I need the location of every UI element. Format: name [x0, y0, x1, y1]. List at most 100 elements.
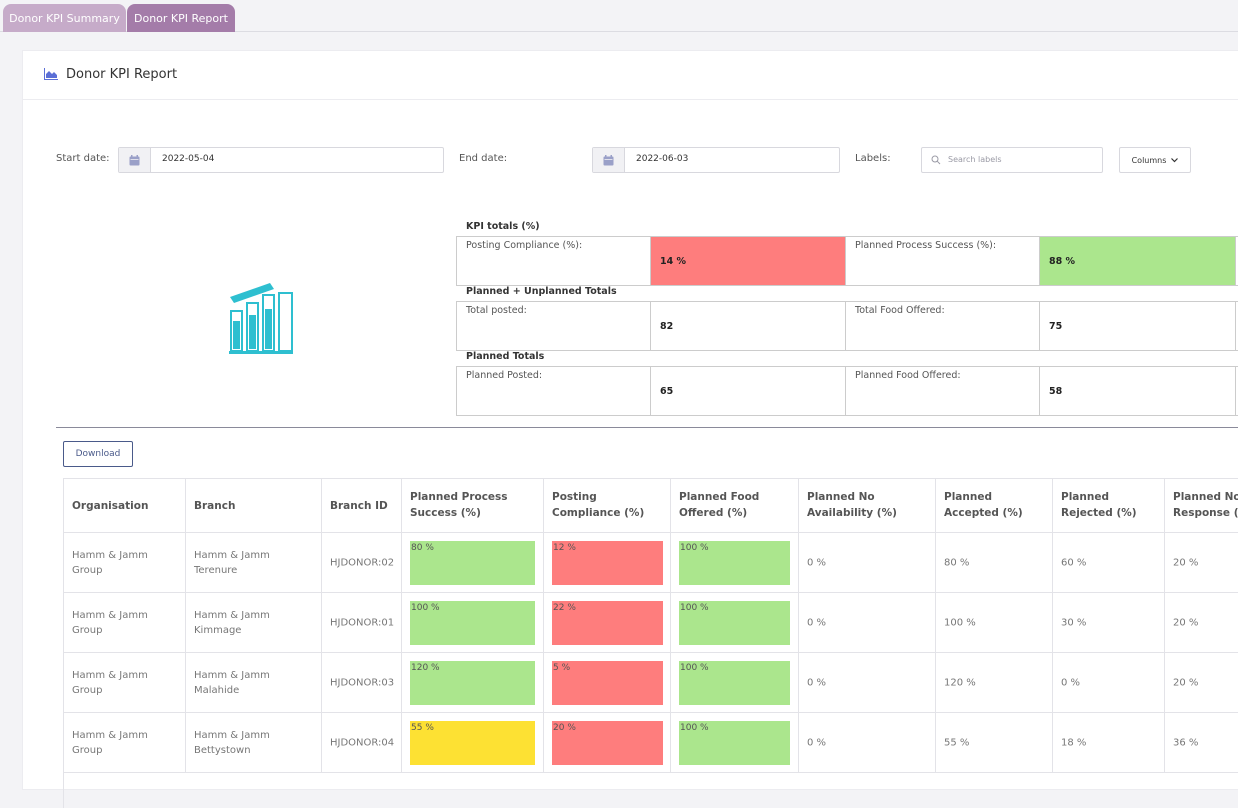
total-food-offered-value: 75	[1040, 302, 1236, 350]
table-cell-text: Hamm & Jamm Group	[72, 729, 148, 756]
start-date-value: 2022-05-04	[162, 154, 215, 164]
table-cell-text: Hamm & Jamm Group	[72, 609, 148, 636]
table-cell-planned-no-availability: 0 %	[799, 533, 936, 593]
column-header-planned-no-response[interactable]: Planned No Response (%)	[1165, 479, 1238, 533]
table-cell-planned-food-offered: 100 %	[671, 653, 799, 713]
kpi-color-box: 100 %	[679, 721, 790, 765]
start-date-field[interactable]: 2022-05-04	[118, 147, 444, 173]
column-header-planned-food-offered[interactable]: Planned Food Offered (%)	[671, 479, 799, 533]
planned-totals-title: Planned Totals	[466, 351, 545, 362]
end-date-label: End date:	[459, 153, 508, 164]
table-cell-organisation: Hamm & Jamm Group	[64, 713, 186, 773]
table-cell-organisation: Hamm & Jamm Group	[64, 533, 186, 593]
planned-process-success-label: Planned Process Success (%):	[846, 237, 1040, 285]
column-header-branch-id[interactable]: Branch ID	[322, 479, 402, 533]
chevron-down-icon	[1171, 157, 1179, 162]
column-header-branch[interactable]: Branch	[186, 479, 322, 533]
table-cell-text: 30 %	[1061, 617, 1087, 628]
table-cell-text: Hamm & Jamm Kimmage	[194, 609, 270, 636]
calendar-icon[interactable]	[593, 148, 625, 172]
tab-donor-kpi-report[interactable]: Donor KPI Report	[127, 4, 235, 32]
column-header-posting-compliance[interactable]: Posting Compliance (%)	[544, 479, 671, 533]
kpi-color-box: 55 %	[410, 721, 535, 765]
planned-posted-label: Planned Posted:	[457, 367, 651, 415]
planned-posted-value: 65	[651, 367, 846, 415]
table-cell-branch: Hamm & Jamm Malahide	[186, 653, 322, 713]
table-cell-planned-process-success: 100 %	[402, 593, 544, 653]
posting-compliance-value: 14 %	[651, 237, 846, 285]
table-cell-text: HJDONOR:03	[330, 677, 395, 688]
total-posted-label: Total posted:	[457, 302, 651, 350]
search-icon	[931, 155, 941, 165]
kpi-color-box: 100 %	[679, 601, 790, 645]
area-chart-icon	[44, 68, 58, 80]
table-cell-text: 0 %	[1061, 677, 1081, 688]
labels-label: Labels:	[855, 153, 891, 164]
table-cell-branch-id: HJDONOR:03	[322, 653, 402, 713]
table-cell-text: HJDONOR:01	[330, 617, 395, 628]
table-cell-planned-process-success: 55 %	[402, 713, 544, 773]
column-header-planned-rejected[interactable]: Planned Rejected (%)	[1053, 479, 1165, 533]
columns-dropdown-button[interactable]: Columns	[1119, 147, 1191, 173]
columns-label: Columns	[1131, 155, 1167, 165]
planned-process-success-value: 88 %	[1040, 237, 1236, 285]
page-title: Donor KPI Report	[66, 67, 178, 82]
table-cell-planned-no-response: 20 %	[1165, 653, 1238, 713]
table-cell-text: Hamm & Jamm Malahide	[194, 669, 270, 696]
table-cell-posting-compliance: 12 %	[544, 533, 671, 593]
table-cell-text: 0 %	[807, 677, 827, 688]
end-date-field[interactable]: 2022-06-03	[592, 147, 840, 173]
table-cell-planned-accepted: 100 %	[936, 593, 1053, 653]
kpi-data-table: Organisation Branch Branch ID Planned Proce…	[63, 478, 1238, 808]
table-cell-text: 100 %	[944, 617, 976, 628]
table-cell-text: 0 %	[807, 557, 827, 568]
table-cell-posting-compliance: 20 %	[544, 713, 671, 773]
table-cell-text: Hamm & Jamm Group	[72, 549, 148, 576]
total-food-offered-label: Total Food Offered:	[846, 302, 1040, 350]
kpi-color-box: 100 %	[679, 541, 790, 585]
kpi-color-box: 120 %	[410, 661, 535, 705]
search-labels-input[interactable]: Search labels	[921, 147, 1103, 173]
table-cell-planned-accepted: 80 %	[936, 533, 1053, 593]
kpi-totals-table: Posting Compliance (%): 14 % Planned Pro…	[456, 236, 1238, 286]
table-cell-planned-food-offered: 100 %	[671, 593, 799, 653]
column-header-planned-process-success[interactable]: Planned Process Success (%)	[402, 479, 544, 533]
table-cell-text: 36 %	[1173, 737, 1199, 748]
table-cell-text: 20 %	[1173, 557, 1199, 568]
table-cell-text: 20 %	[1173, 617, 1199, 628]
table-cell-planned-no-response: 20 %	[1165, 533, 1238, 593]
column-header-planned-no-availability[interactable]: Planned No Availability (%)	[799, 479, 936, 533]
table-cell-planned-rejected: 0 %	[1053, 653, 1165, 713]
column-header-organisation[interactable]: Organisation	[64, 479, 186, 533]
table-cell-planned-no-availability: 0 %	[799, 713, 936, 773]
kpi-color-box: 80 %	[410, 541, 535, 585]
kpi-color-box: 22 %	[552, 601, 663, 645]
table-cell-text: HJDONOR:04	[330, 737, 395, 748]
end-date-value: 2022-06-03	[636, 154, 689, 164]
planned-unplanned-totals-title: Planned + Unplanned Totals	[466, 286, 617, 297]
table-cell-text: HJDONOR:02	[330, 557, 395, 568]
table-cell-organisation: Hamm & Jamm Group	[64, 593, 186, 653]
table-cell-planned-process-success: 120 %	[402, 653, 544, 713]
table-cell-branch: Hamm & Jamm Kimmage	[186, 593, 322, 653]
table-cell-planned-food-offered: 100 %	[671, 713, 799, 773]
section-divider	[56, 427, 1238, 428]
table-cell-planned-process-success: 80 %	[402, 533, 544, 593]
tab-bar: Donor KPI Summary Donor KPI Report	[0, 0, 1238, 32]
table-cell-text: 18 %	[1061, 737, 1087, 748]
kpi-color-box: 5 %	[552, 661, 663, 705]
planned-unplanned-totals-table: Total posted: 82 Total Food Offered: 75	[456, 301, 1238, 351]
table-cell-text: 0 %	[807, 737, 827, 748]
search-placeholder: Search labels	[948, 155, 1002, 164]
download-button[interactable]: Download	[63, 441, 133, 467]
table-cell-planned-no-availability: 0 %	[799, 593, 936, 653]
table-cell-posting-compliance: 22 %	[544, 593, 671, 653]
table-cell-planned-rejected: 60 %	[1053, 533, 1165, 593]
planned-food-offered-label: Planned Food Offered:	[846, 367, 1040, 415]
table-cell-text: 55 %	[944, 737, 970, 748]
table-cell-planned-rejected: 18 %	[1053, 713, 1165, 773]
tab-donor-kpi-summary[interactable]: Donor KPI Summary	[3, 4, 126, 32]
calendar-icon[interactable]	[119, 148, 151, 172]
start-date-label: Start date:	[56, 153, 110, 164]
column-header-planned-accepted[interactable]: Planned Accepted (%)	[936, 479, 1053, 533]
